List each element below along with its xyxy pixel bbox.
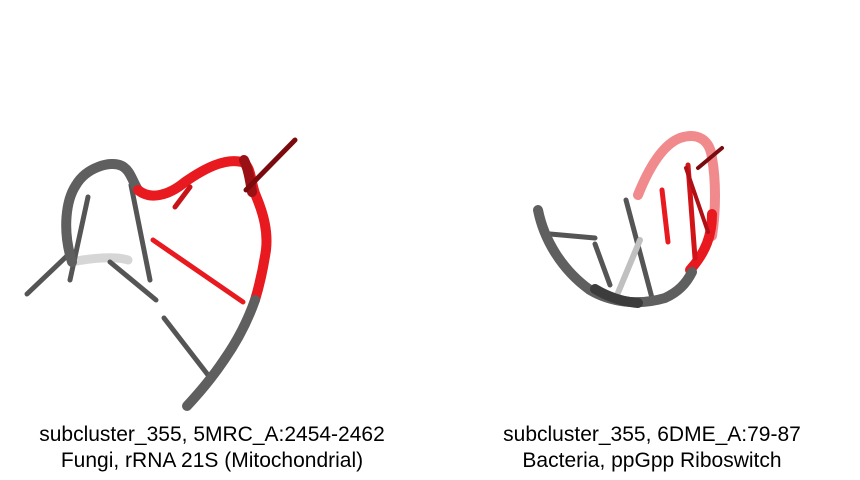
caption-line-1: subcluster_355, 5MRC_A:2454-2462 — [39, 423, 385, 446]
backbone-gray-lower — [182, 295, 260, 411]
caption-5mrc: subcluster_355, 5MRC_A:2454-2462 Fungi, … — [0, 422, 432, 474]
rna-structure-6dme — [533, 131, 724, 308]
structure-panel-5mrc: subcluster_355, 5MRC_A:2454-2462 Fungi, … — [0, 137, 432, 474]
backbone-gray-left — [61, 159, 143, 267]
backbone-dark-segment — [590, 284, 643, 308]
caption-6dme: subcluster_355, 6DME_A:79-87 Bacteria, p… — [442, 422, 860, 474]
caption-line-2: Fungi, rRNA 21S (Mitochondrial) — [60, 449, 364, 472]
caption-line-1: subcluster_355, 6DME_A:79-87 — [503, 423, 801, 446]
structure-panel-6dme: subcluster_355, 6DME_A:79-87 Bacteria, p… — [440, 0, 860, 480]
backbone-pink-arc — [633, 131, 720, 241]
base-sticks-red — [659, 146, 724, 261]
base-sticks-gray — [24, 182, 211, 378]
base-stick-light — [612, 237, 643, 303]
caption-line-2: Bacteria, ppGpp Riboswitch — [522, 449, 782, 472]
rna-structure-5mrc — [24, 137, 298, 411]
backbone-red-segment — [685, 209, 717, 275]
backbone-faint-segment — [67, 253, 133, 267]
base-sticks-red — [150, 137, 298, 305]
backbone-gray-lower — [533, 205, 697, 308]
backbone-dark-red — [239, 155, 257, 197]
